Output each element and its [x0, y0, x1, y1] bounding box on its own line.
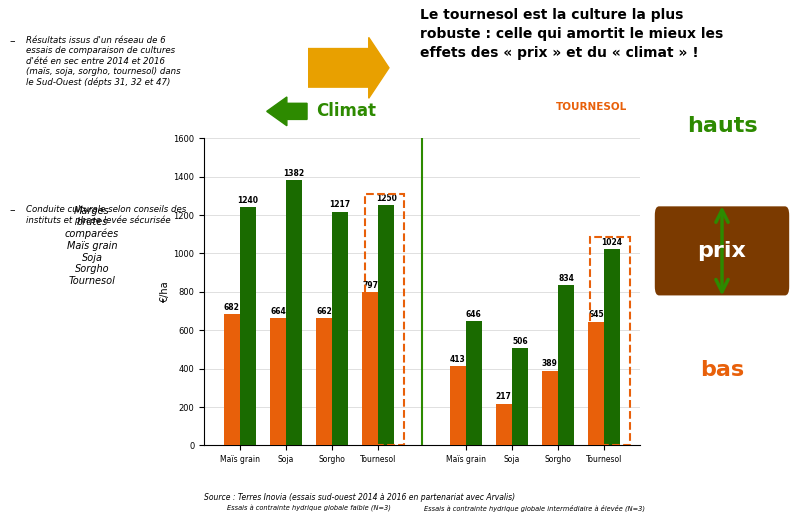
Bar: [588, 322, 604, 445]
Text: 1217: 1217: [330, 201, 350, 209]
Y-axis label: €/ha: €/ha: [160, 281, 170, 303]
Bar: [286, 180, 302, 445]
Text: 1382: 1382: [283, 169, 305, 178]
Text: 797: 797: [362, 281, 378, 290]
Text: 662: 662: [316, 307, 332, 316]
Text: 1240: 1240: [238, 196, 258, 205]
Text: TOURNESOL: TOURNESOL: [556, 102, 627, 113]
Bar: [512, 348, 528, 445]
Bar: [450, 366, 466, 445]
Bar: [365, 194, 404, 445]
Text: –: –: [10, 36, 15, 46]
Text: 506: 506: [512, 337, 528, 346]
Text: 645: 645: [588, 310, 604, 319]
Text: prix: prix: [698, 241, 746, 261]
FancyArrow shape: [266, 97, 307, 126]
Text: –: –: [10, 205, 15, 215]
Text: Le tournesol est la culture la plus
robuste : celle qui amortit le mieux les
eff: Le tournesol est la culture la plus robu…: [420, 8, 723, 59]
Bar: [240, 207, 256, 445]
Bar: [316, 318, 332, 445]
Text: 413: 413: [450, 355, 466, 364]
Text: 389: 389: [542, 359, 558, 369]
Bar: [270, 318, 286, 445]
Text: 1024: 1024: [602, 238, 622, 247]
Text: bas: bas: [700, 359, 744, 380]
Bar: [378, 205, 394, 445]
Bar: [224, 314, 240, 445]
Text: 682: 682: [224, 303, 240, 312]
Bar: [466, 322, 482, 445]
Text: 664: 664: [270, 307, 286, 315]
Text: 217: 217: [496, 393, 512, 401]
Bar: [590, 237, 630, 445]
Text: Climat: Climat: [316, 102, 376, 120]
Bar: [496, 404, 512, 445]
Text: 834: 834: [558, 274, 574, 283]
Text: Essais à contrainte hydrique globale intermédiaire à élevée (N=3): Essais à contrainte hydrique globale int…: [425, 505, 646, 512]
Text: Essais à contrainte hydrique globale faible (N=3): Essais à contrainte hydrique globale fai…: [227, 505, 391, 512]
Bar: [362, 292, 378, 445]
Text: Source : Terres Inovia (essais sud-ouest 2014 à 2016 en partenariat avec Arvalis: Source : Terres Inovia (essais sud-ouest…: [204, 493, 515, 502]
Bar: [332, 212, 348, 445]
Text: Résultats issus d'un réseau de 6
essais de comparaison de cultures
d'été en sec : Résultats issus d'un réseau de 6 essais …: [26, 36, 180, 87]
FancyBboxPatch shape: [654, 206, 789, 295]
FancyArrow shape: [308, 37, 389, 98]
Text: Marges
brutes
comparées
Maïs grain
Soja
Sorgho
Tournesol: Marges brutes comparées Maïs grain Soja …: [65, 206, 119, 286]
Bar: [542, 371, 558, 445]
Text: hauts: hauts: [686, 116, 758, 136]
Text: 1250: 1250: [376, 194, 397, 203]
Bar: [558, 285, 574, 445]
Text: Conduite culturale selon conseils des
instituts et phase levée sécurisée: Conduite culturale selon conseils des in…: [26, 205, 186, 225]
Text: 646: 646: [466, 310, 482, 319]
Bar: [604, 249, 620, 445]
